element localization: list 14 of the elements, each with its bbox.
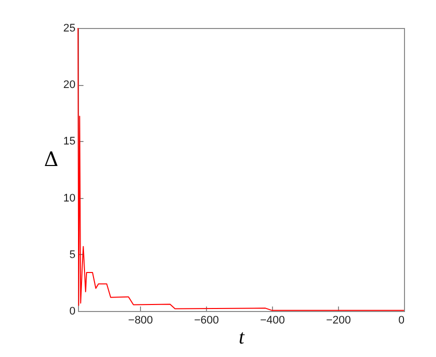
x-tick-label: −200	[326, 314, 351, 326]
y-tick-label: 20	[63, 79, 76, 92]
x-tick-label: −400	[260, 314, 285, 326]
x-axis-title: t	[238, 326, 245, 348]
x-tick-label: −800	[128, 314, 153, 326]
line-series	[78, 28, 404, 311]
y-tick-label: 5	[69, 248, 76, 261]
y-tick-label: 15	[63, 136, 76, 148]
y-axis-title: Δ	[44, 147, 58, 171]
y-tick-label: 0	[69, 306, 76, 318]
x-tick-label: 0	[398, 314, 404, 326]
y-tick-label: 10	[63, 192, 76, 204]
y-tick-label: 25	[63, 22, 76, 34]
x-tick-label: −600	[194, 314, 219, 326]
